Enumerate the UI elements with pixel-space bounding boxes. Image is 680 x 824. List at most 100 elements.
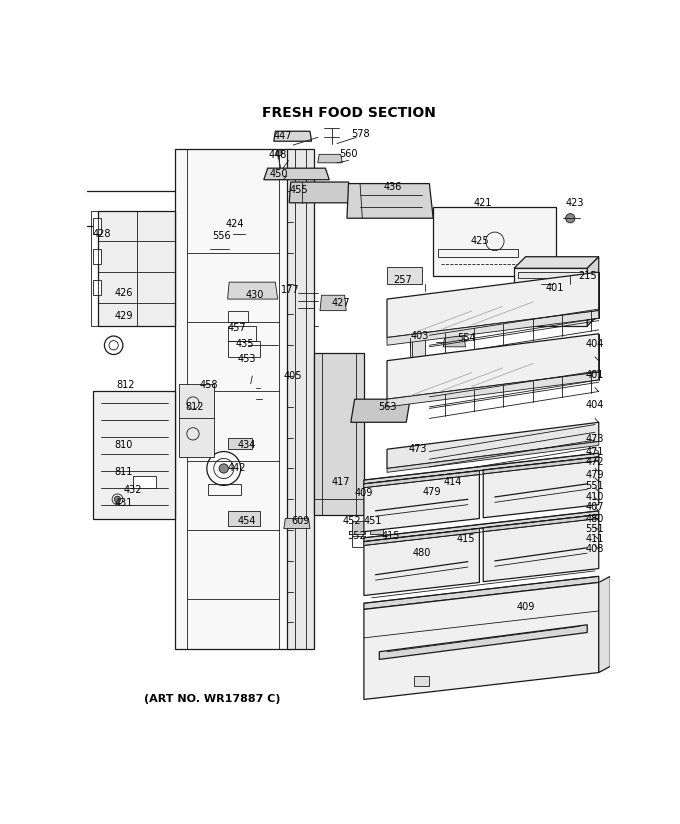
Polygon shape <box>351 399 410 422</box>
Text: 811: 811 <box>114 467 133 477</box>
Text: 414: 414 <box>443 477 462 487</box>
Polygon shape <box>284 518 310 528</box>
Text: 177: 177 <box>282 285 300 295</box>
Text: 401: 401 <box>545 283 564 293</box>
Polygon shape <box>93 280 101 295</box>
Text: 472: 472 <box>585 457 605 467</box>
Text: 812: 812 <box>116 381 135 391</box>
Text: 428: 428 <box>93 228 112 239</box>
Polygon shape <box>364 528 479 545</box>
Text: 415: 415 <box>456 534 475 545</box>
Polygon shape <box>175 149 291 649</box>
Polygon shape <box>364 471 479 531</box>
Polygon shape <box>387 442 599 472</box>
Text: 426: 426 <box>114 288 133 298</box>
Polygon shape <box>410 336 426 372</box>
Text: 448: 448 <box>269 150 287 160</box>
Polygon shape <box>387 334 599 399</box>
Text: 473: 473 <box>409 444 427 454</box>
Polygon shape <box>93 391 175 518</box>
Polygon shape <box>274 131 311 141</box>
Polygon shape <box>179 384 214 457</box>
Text: 257: 257 <box>393 275 412 285</box>
Text: 401: 401 <box>585 369 604 380</box>
Text: 411: 411 <box>585 534 604 545</box>
Text: 421: 421 <box>474 198 492 208</box>
Text: 408: 408 <box>585 545 604 555</box>
Text: 423: 423 <box>566 198 584 208</box>
Text: 551: 551 <box>585 481 605 491</box>
Text: 427: 427 <box>331 298 350 308</box>
Polygon shape <box>387 311 599 345</box>
Text: 454: 454 <box>237 516 256 526</box>
Polygon shape <box>228 438 252 449</box>
Polygon shape <box>93 249 101 265</box>
Text: 407: 407 <box>585 502 604 512</box>
Polygon shape <box>518 272 583 278</box>
Text: 405: 405 <box>284 371 303 381</box>
Text: 578: 578 <box>351 129 369 138</box>
Circle shape <box>276 150 282 156</box>
Text: 480: 480 <box>413 548 431 558</box>
Polygon shape <box>414 677 429 686</box>
Polygon shape <box>314 353 364 515</box>
Text: 409: 409 <box>355 488 373 499</box>
Text: 430: 430 <box>245 290 264 300</box>
Text: (ART NO. WR17887 C): (ART NO. WR17887 C) <box>144 695 281 705</box>
Polygon shape <box>364 471 479 488</box>
Polygon shape <box>483 515 599 582</box>
Text: 551: 551 <box>585 523 605 534</box>
Text: 455: 455 <box>289 185 308 194</box>
Text: 560: 560 <box>339 149 358 159</box>
Text: 556: 556 <box>212 231 231 241</box>
Text: 457: 457 <box>228 323 246 334</box>
Polygon shape <box>443 336 466 347</box>
Text: 458: 458 <box>199 381 218 391</box>
Text: 479: 479 <box>422 487 441 497</box>
Text: 410: 410 <box>585 492 604 502</box>
Text: 417: 417 <box>332 477 350 487</box>
Text: 453: 453 <box>237 354 256 364</box>
Text: 812: 812 <box>185 402 204 412</box>
Polygon shape <box>379 625 588 659</box>
Polygon shape <box>483 457 599 517</box>
Polygon shape <box>433 207 556 276</box>
Text: 432: 432 <box>124 485 142 495</box>
Text: 403: 403 <box>410 331 428 341</box>
Text: 415: 415 <box>381 531 400 541</box>
Text: 434: 434 <box>238 440 256 451</box>
Text: 450: 450 <box>270 169 288 179</box>
Text: 447: 447 <box>274 131 292 141</box>
Text: 424: 424 <box>225 218 244 228</box>
Polygon shape <box>387 272 599 338</box>
Polygon shape <box>588 257 599 326</box>
Text: 431: 431 <box>114 499 133 508</box>
Polygon shape <box>387 372 599 407</box>
Text: 451: 451 <box>364 516 382 526</box>
Polygon shape <box>264 168 329 180</box>
Polygon shape <box>289 182 352 203</box>
Circle shape <box>219 464 228 473</box>
Text: 563: 563 <box>378 402 396 412</box>
Polygon shape <box>387 422 599 469</box>
Polygon shape <box>228 511 260 527</box>
Text: 436: 436 <box>384 182 403 193</box>
Circle shape <box>566 213 575 222</box>
Polygon shape <box>387 267 422 283</box>
Polygon shape <box>370 521 383 534</box>
Polygon shape <box>318 154 342 163</box>
Polygon shape <box>320 295 346 311</box>
Text: 404: 404 <box>585 400 604 410</box>
Circle shape <box>114 496 120 503</box>
Text: 609: 609 <box>292 516 310 526</box>
Polygon shape <box>364 528 479 596</box>
Polygon shape <box>228 282 277 299</box>
Text: 435: 435 <box>235 339 254 349</box>
Text: FRESH FOOD SECTION: FRESH FOOD SECTION <box>262 105 435 119</box>
Text: 480: 480 <box>585 513 604 523</box>
Polygon shape <box>364 453 599 484</box>
Text: 442: 442 <box>228 463 246 474</box>
Polygon shape <box>514 269 588 326</box>
Text: 404: 404 <box>585 339 604 349</box>
Polygon shape <box>287 149 314 649</box>
